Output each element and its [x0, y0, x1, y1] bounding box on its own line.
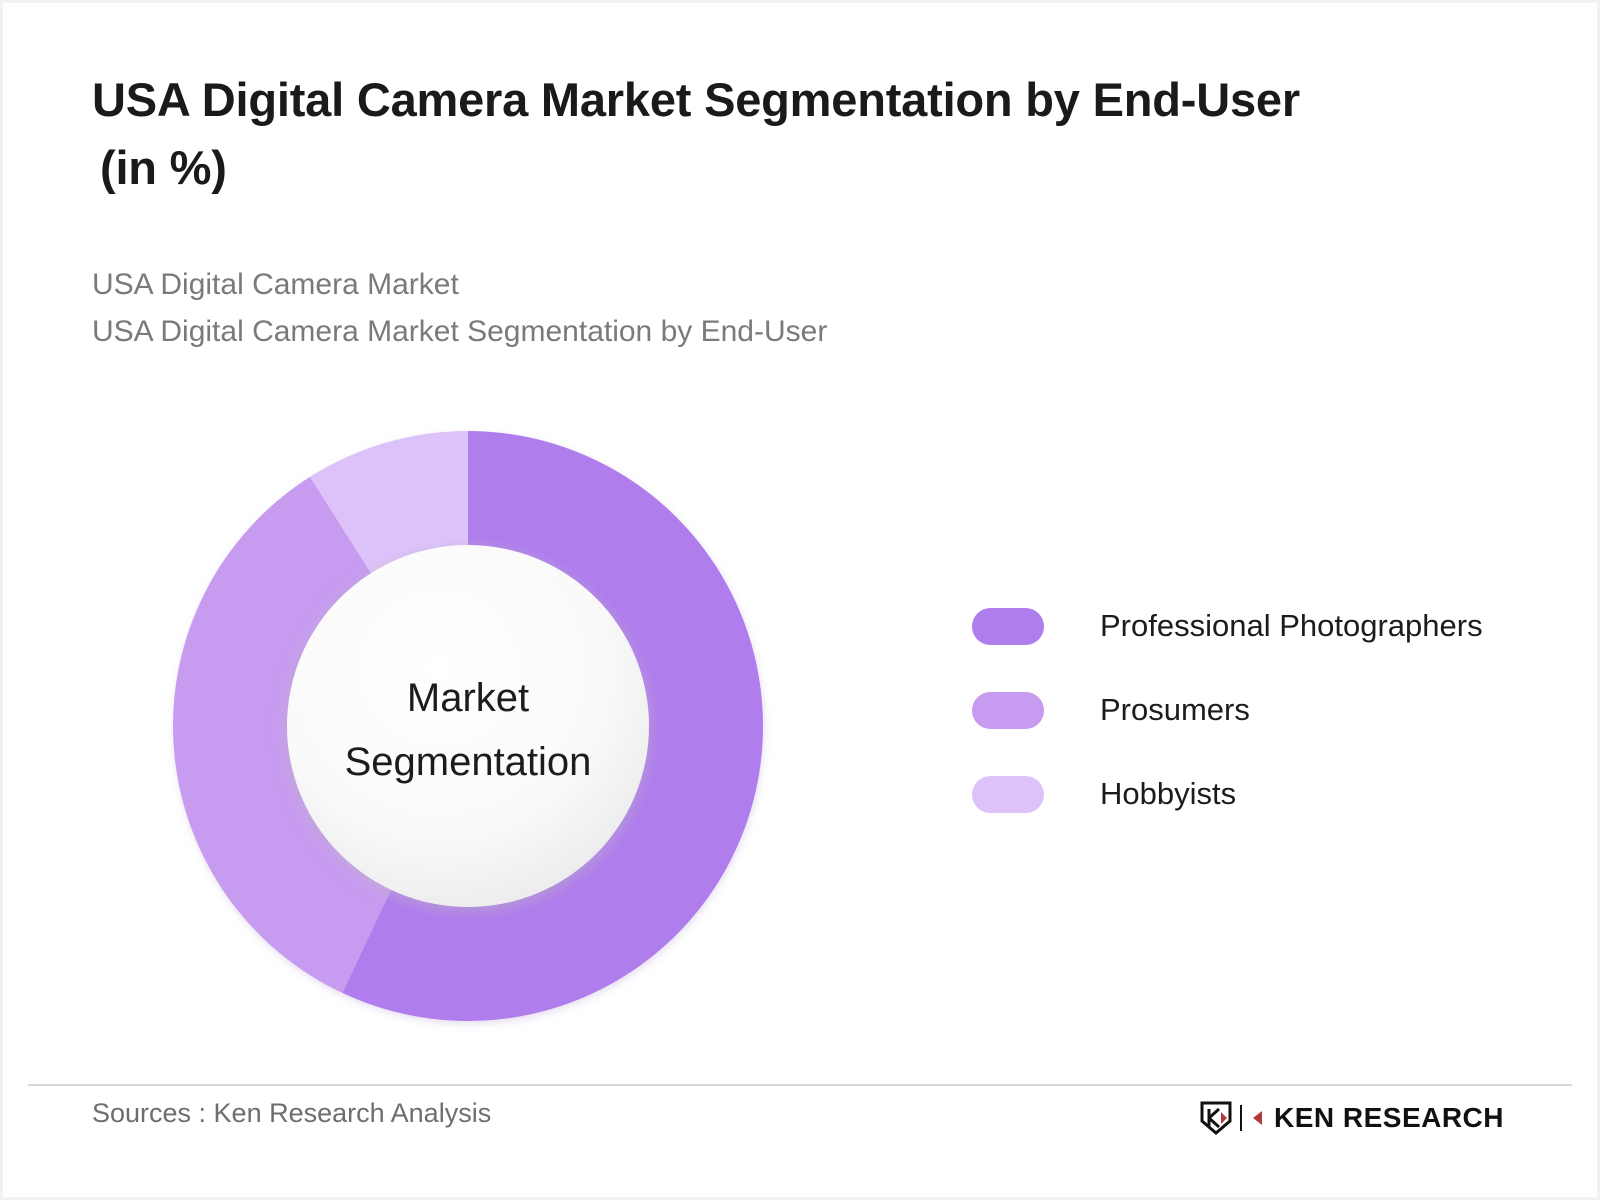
subtitle-block: USA Digital Camera Market USA Digital Ca… — [92, 262, 1292, 355]
page-title: USA Digital Camera Market Segmentation b… — [92, 66, 1492, 202]
page-title-line-1: USA Digital Camera Market Segmentation b… — [92, 73, 1300, 126]
legend-item-hobbyists[interactable]: Hobbyists — [972, 752, 1572, 836]
chart-legend: Professional Photographers Prosumers Hob… — [972, 584, 1572, 836]
legend-label-prosumers: Prosumers — [1100, 692, 1250, 727]
donut-chart: Market Segmentation — [140, 400, 820, 1060]
page-title-line-2: (in %) — [100, 141, 227, 195]
legend-swatch-icon-prosumers — [972, 691, 1044, 729]
legend-item-prosumers[interactable]: Prosumers — [972, 668, 1572, 752]
frame-edge-left — [0, 0, 3, 1200]
footer-sources-text: Sources : Ken Research Analysis — [92, 1098, 492, 1128]
ken-research-arrow-icon — [1252, 1111, 1262, 1125]
legend-label-professional-photographers: Professional Photographers — [1100, 608, 1483, 643]
donut-slice-group — [172, 431, 763, 1021]
legend-item-professional-photographers[interactable]: Professional Photographers — [972, 584, 1572, 668]
donut-slice-hobbyists[interactable] — [309, 431, 468, 575]
frame-edge-top — [0, 0, 1600, 3]
subtitle-line-2: USA Digital Camera Market Segmentation b… — [92, 314, 828, 348]
donut-center-hole — [287, 545, 649, 907]
subtitle-line-1: USA Digital Camera Market — [92, 268, 459, 301]
frame-edge-bottom — [0, 1197, 1600, 1200]
donut-slice-professional-photographers[interactable] — [342, 431, 763, 1021]
ken-research-wordmark: KEN RESEARCH — [1273, 1102, 1504, 1133]
frame-edge-right — [1597, 0, 1600, 1200]
donut-chart-svg — [172, 431, 763, 1021]
logo-divider — [1239, 1105, 1242, 1131]
ken-research-shield-icon — [1200, 1101, 1232, 1135]
donut-slice-prosumers[interactable] — [172, 476, 392, 993]
legend-swatch-icon-professional-photographers — [972, 607, 1044, 645]
legend-swatch-icon-hobbyists — [972, 775, 1044, 813]
footer-divider — [28, 1084, 1572, 1086]
legend-label-hobbyists: Hobbyists — [1100, 776, 1237, 811]
ken-research-logo: KEN RESEARCH — [1200, 1098, 1504, 1138]
